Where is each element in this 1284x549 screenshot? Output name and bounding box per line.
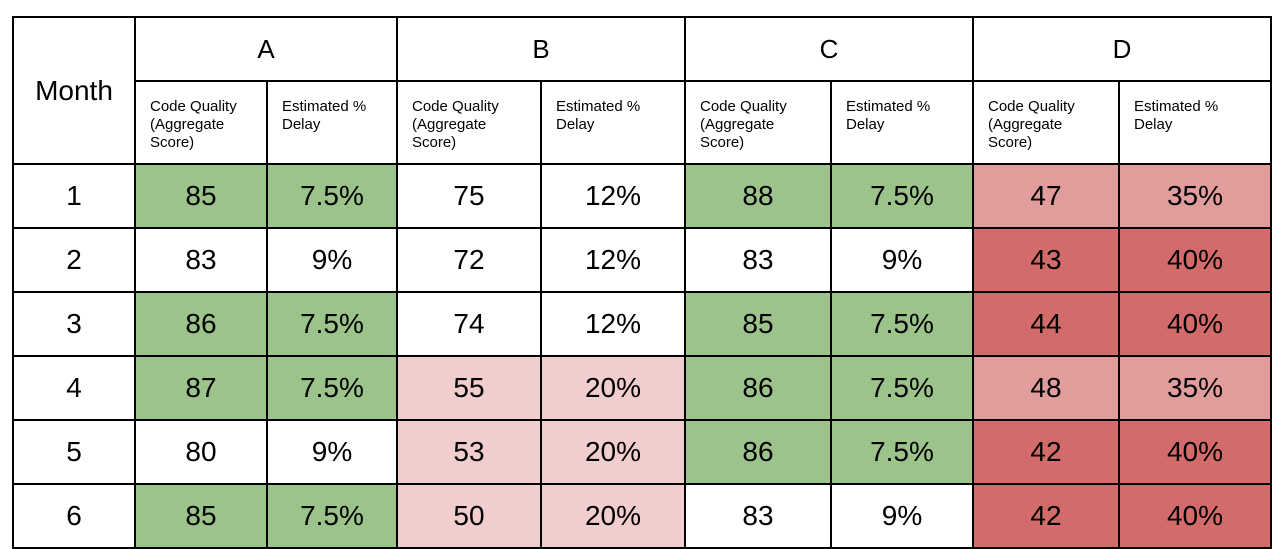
value-cell: 42 — [972, 483, 1120, 549]
value-cell: 20% — [540, 355, 686, 421]
subheader-row: Code Quality (Aggregate Score) Estimated … — [13, 80, 1272, 165]
value-cell: 35% — [1118, 355, 1272, 421]
value-cell: 75 — [396, 163, 542, 229]
value-cell: 88 — [684, 163, 832, 229]
group-header: A — [134, 16, 398, 82]
value-cell: 7.5% — [830, 419, 974, 485]
value-cell: 50 — [396, 483, 542, 549]
header-row: Month A B C D — [12, 16, 1272, 165]
value-cell: 87 — [134, 355, 268, 421]
value-cell: 85 — [684, 291, 832, 357]
value-cell: 85 — [134, 163, 268, 229]
value-cell: 7.5% — [266, 291, 398, 357]
value-cell: 42 — [972, 419, 1120, 485]
group-header: D — [972, 16, 1272, 82]
subheader: Code Quality (Aggregate Score) — [972, 80, 1120, 165]
value-cell: 43 — [972, 227, 1120, 293]
subheader: Estimated % Delay — [266, 80, 398, 165]
subheader: Code Quality (Aggregate Score) — [396, 80, 542, 165]
month-cell: 1 — [12, 163, 136, 229]
month-header: Month — [12, 16, 136, 165]
value-cell: 83 — [684, 483, 832, 549]
month-cell: 2 — [12, 227, 136, 293]
data-row: 6 85 7.5% 50 20% 83 9% 42 40% — [12, 483, 1272, 549]
value-cell: 20% — [540, 419, 686, 485]
data-row: 5 80 9% 53 20% 86 7.5% 42 40% — [12, 419, 1272, 485]
month-cell: 4 — [12, 355, 136, 421]
value-cell: 7.5% — [830, 355, 974, 421]
value-cell: 7.5% — [830, 291, 974, 357]
value-cell: 7.5% — [266, 355, 398, 421]
value-cell: 9% — [830, 227, 974, 293]
value-cell: 40% — [1118, 291, 1272, 357]
data-row: 4 87 7.5% 55 20% 86 7.5% 48 35% — [12, 355, 1272, 421]
data-table: Month A B C D Code Quality (Aggregate Score) E… — [12, 16, 1272, 549]
value-cell: 44 — [972, 291, 1120, 357]
value-cell: 7.5% — [266, 483, 398, 549]
subheader: Estimated % Delay — [540, 80, 686, 165]
subheader: Code Quality (Aggregate Score) — [684, 80, 832, 165]
value-cell: 83 — [684, 227, 832, 293]
value-cell: 83 — [134, 227, 268, 293]
value-cell: 9% — [266, 419, 398, 485]
value-cell: 12% — [540, 163, 686, 229]
subheader: Code Quality (Aggregate Score) — [134, 80, 268, 165]
value-cell: 40% — [1118, 227, 1272, 293]
value-cell: 9% — [266, 227, 398, 293]
value-cell: 55 — [396, 355, 542, 421]
value-cell: 85 — [134, 483, 268, 549]
value-cell: 12% — [540, 227, 686, 293]
value-cell: 80 — [134, 419, 268, 485]
group-header: C — [684, 16, 974, 82]
group-header: B — [396, 16, 686, 82]
value-cell: 86 — [684, 355, 832, 421]
subheader: Estimated % Delay — [830, 80, 974, 165]
value-cell: 86 — [684, 419, 832, 485]
value-cell: 7.5% — [830, 163, 974, 229]
value-cell: 20% — [540, 483, 686, 549]
month-cell: 3 — [12, 291, 136, 357]
month-cell: 6 — [12, 483, 136, 549]
value-cell: 35% — [1118, 163, 1272, 229]
value-cell: 9% — [830, 483, 974, 549]
data-row: 3 86 7.5% 74 12% 85 7.5% 44 40% — [12, 291, 1272, 357]
value-cell: 40% — [1118, 483, 1272, 549]
value-cell: 7.5% — [266, 163, 398, 229]
value-cell: 53 — [396, 419, 542, 485]
month-cell: 5 — [12, 419, 136, 485]
value-cell: 86 — [134, 291, 268, 357]
value-cell: 12% — [540, 291, 686, 357]
data-row: 2 83 9% 72 12% 83 9% 43 40% — [12, 227, 1272, 293]
value-cell: 47 — [972, 163, 1120, 229]
value-cell: 72 — [396, 227, 542, 293]
value-cell: 74 — [396, 291, 542, 357]
data-row: 1 85 7.5% 75 12% 88 7.5% 47 35% — [12, 163, 1272, 229]
subheader: Estimated % Delay — [1118, 80, 1272, 165]
value-cell: 48 — [972, 355, 1120, 421]
value-cell: 40% — [1118, 419, 1272, 485]
